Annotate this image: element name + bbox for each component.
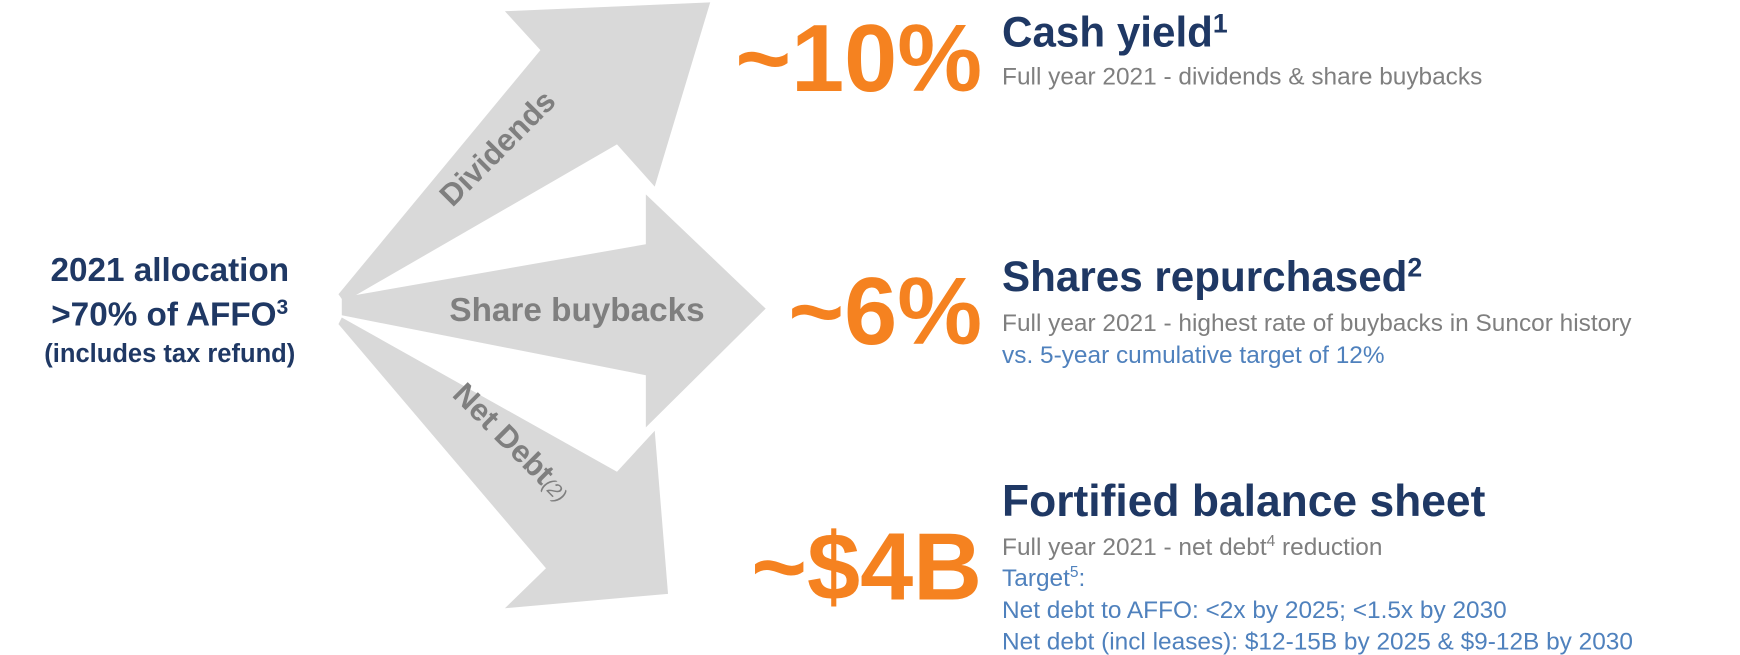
figure: ~6% — [788, 259, 982, 365]
arrow-label: Share buybacks — [449, 292, 704, 329]
arrow-share-buybacks — [341, 194, 766, 428]
line-text: : — [1079, 565, 1086, 592]
source-line: 2021 allocation — [50, 252, 289, 289]
outcome-line: Full year 2021 - highest rate of buyback… — [1002, 310, 1632, 337]
outcome-line: Full year 2021 - net debt4 reduction — [1002, 533, 1382, 561]
outcome-line: Net debt (incl leases): $12-15B by 2025 … — [1002, 628, 1633, 655]
outcome-line: vs. 5-year cumulative target of 12% — [1002, 342, 1385, 369]
outcome-heading: Shares repurchased2 — [1002, 252, 1422, 299]
superscript: 1 — [1213, 8, 1228, 38]
superscript: 4 — [1267, 533, 1276, 550]
arrow-net-debt — [338, 317, 669, 609]
arrow-dividends — [338, 2, 711, 302]
line-text: reduction — [1275, 534, 1382, 561]
line-text: Target — [1002, 565, 1070, 592]
outcome-line: Target5: — [1002, 564, 1085, 592]
superscript: 2 — [1407, 252, 1422, 282]
figure: ~$4B — [751, 514, 982, 620]
line-text: Full year 2021 - net debt — [1002, 534, 1267, 561]
heading-text: Shares repurchased — [1002, 253, 1407, 300]
heading-text: Cash yield — [1002, 9, 1213, 56]
source-line: >70% of AFFO3 — [51, 296, 288, 333]
outcome-line: Net debt to AFFO: <2x by 2025; <1.5x by … — [1002, 597, 1507, 624]
source-text: >70% of AFFO — [51, 296, 276, 333]
outcome-heading: Cash yield1 — [1002, 8, 1228, 55]
source-line: (includes tax refund) — [44, 340, 295, 368]
figure: ~10% — [735, 6, 982, 112]
outcome-heading: Fortified balance sheet — [1002, 477, 1486, 526]
outcome-line: Full year 2021 - dividends & share buyba… — [1002, 63, 1482, 90]
superscript: 3 — [277, 296, 289, 319]
superscript: 5 — [1070, 564, 1079, 581]
